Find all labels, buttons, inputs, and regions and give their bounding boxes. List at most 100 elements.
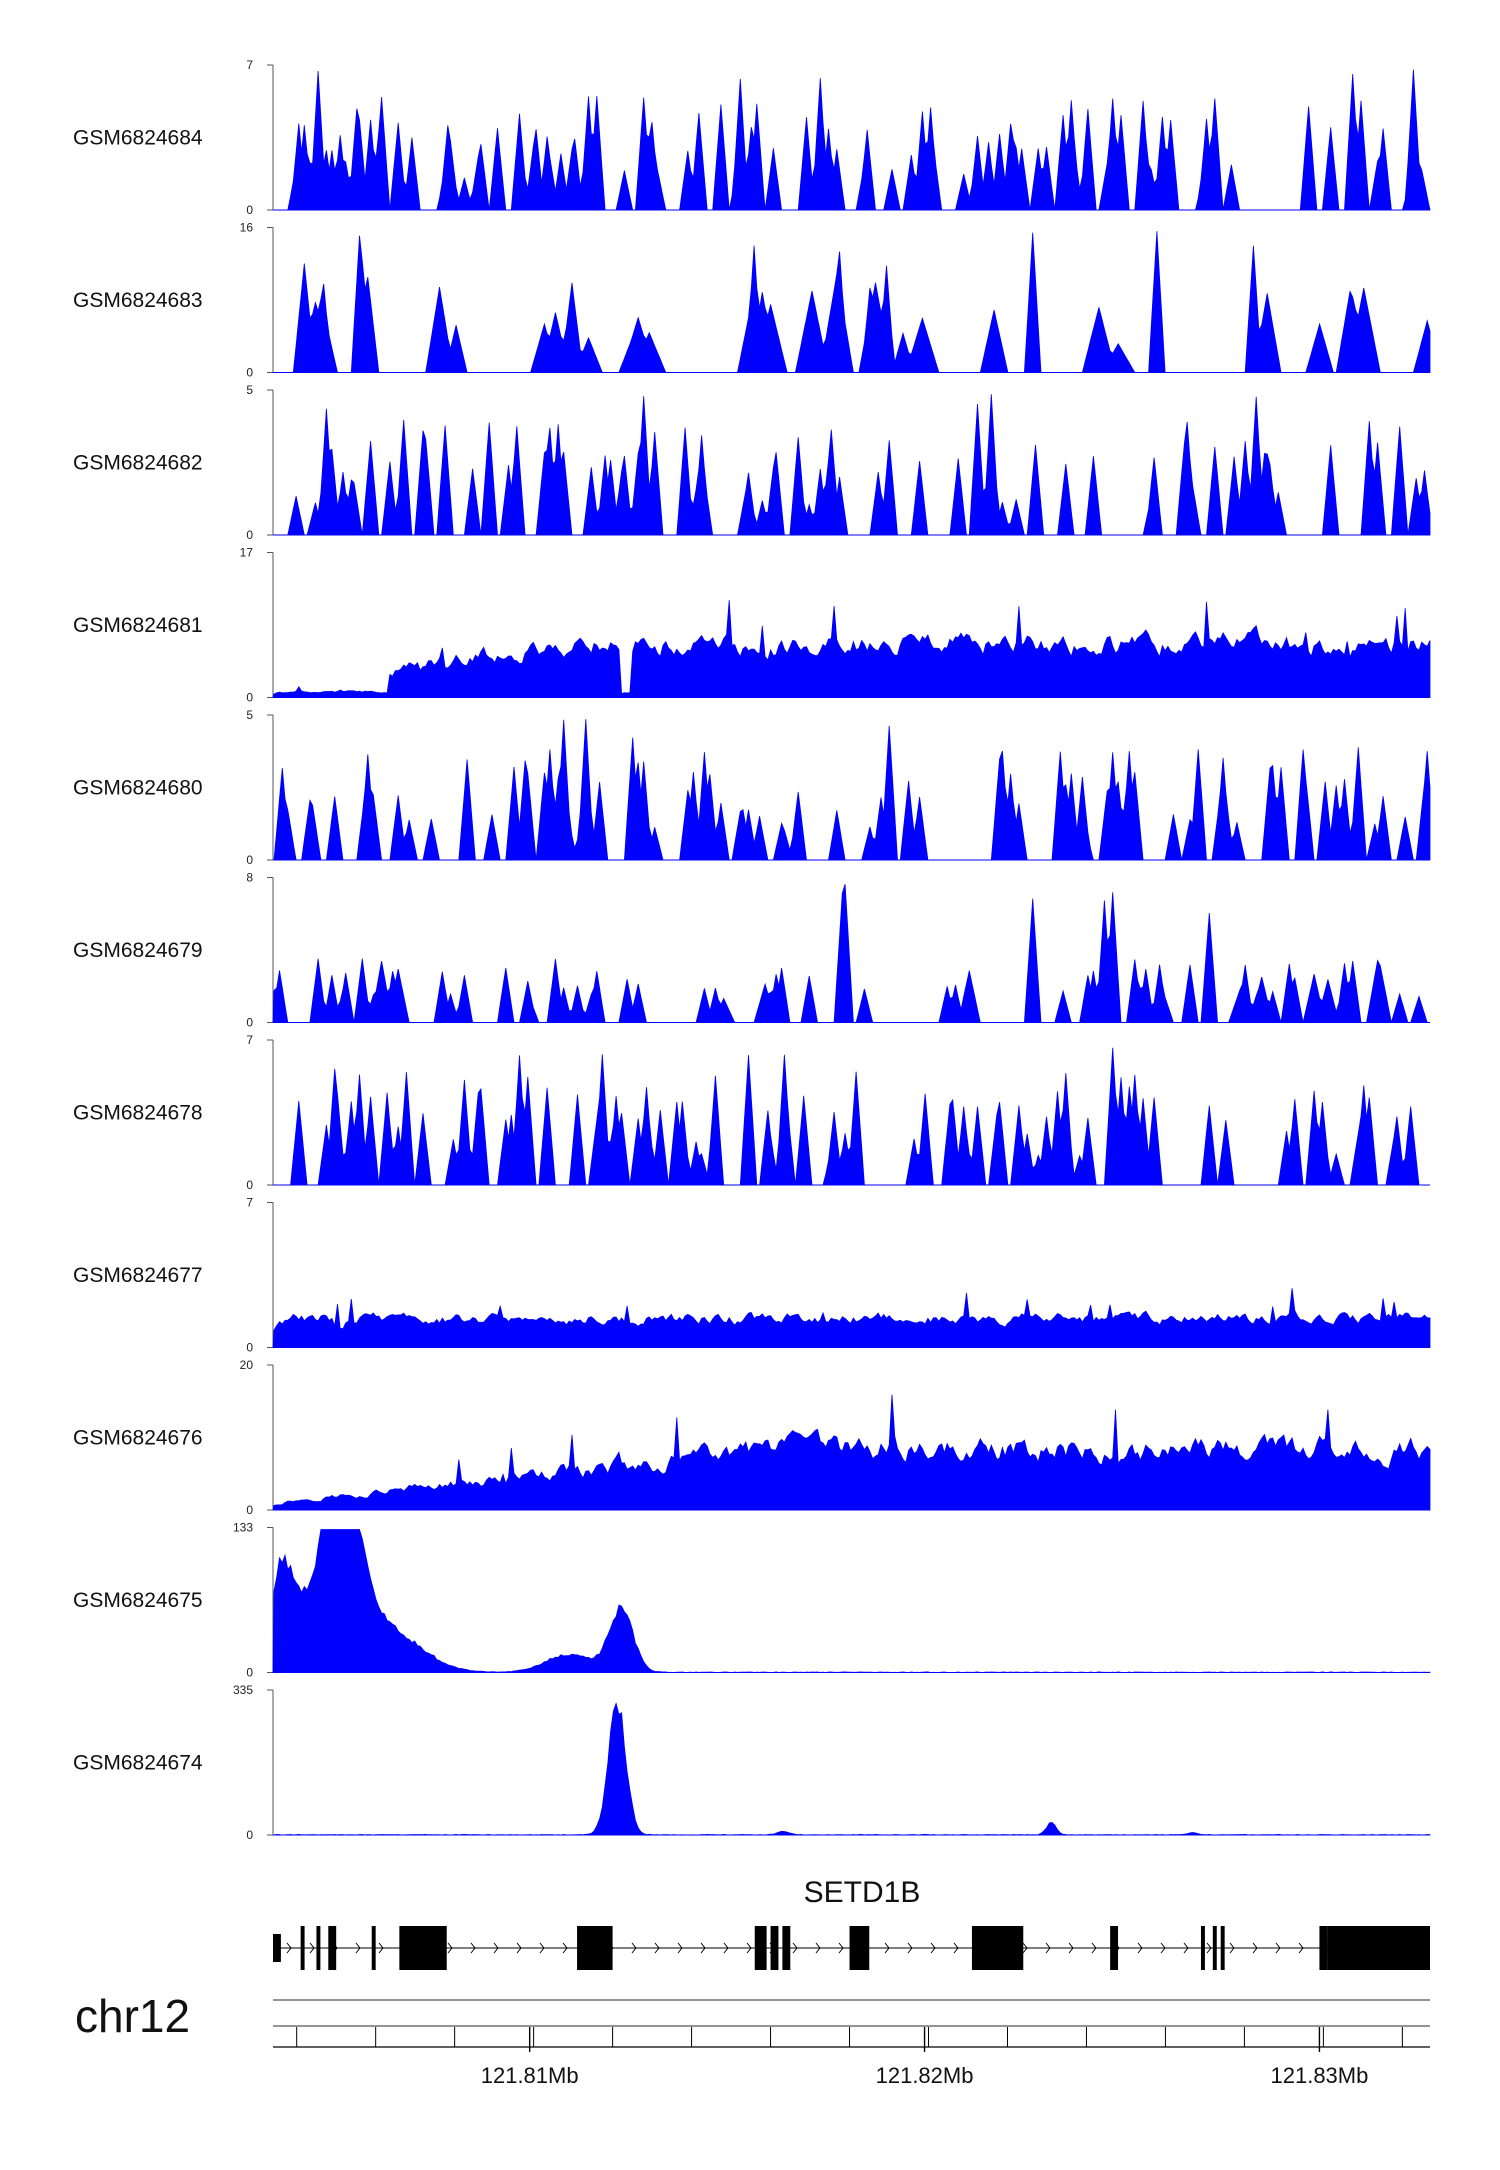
track-GSM6824684: GSM6824684 7 0 [73,58,1431,217]
strand-arrow [1160,1942,1166,1954]
strand-arrow [1183,1942,1189,1954]
signal-tracks: GSM682468470GSM6824683160GSM682468250GSM… [73,58,1431,1842]
strand-arrow [930,1942,936,1954]
y-axis-min-label: 0 [246,1828,253,1842]
x-axis-tick-label: 121.83Mb [1271,2063,1369,2088]
y-axis-min-label: 0 [246,1178,253,1192]
strand-arrow [815,1942,821,1954]
strand-arrow [677,1942,683,1954]
signal-area [273,231,1431,373]
track-GSM6824676: GSM6824676 20 0 [73,1358,1431,1517]
track-label: GSM6824676 [73,1427,203,1450]
track-label: GSM6824680 [73,777,203,800]
y-axis-max-label: 5 [246,383,253,397]
y-axis-max-label: 17 [240,546,254,560]
strand-arrow [309,1942,315,1954]
strand-arrow [654,1942,660,1954]
x-axis-tick-label: 121.81Mb [481,2063,579,2088]
exon [316,1926,321,1970]
strand-arrow [539,1942,545,1954]
y-axis-min-label: 0 [246,1016,253,1030]
exon [849,1926,870,1970]
x-axis-tick-label: 121.82Mb [876,2063,974,2088]
y-axis-max-label: 5 [246,708,253,722]
exon [399,1926,447,1970]
y-axis-max-label: 7 [246,58,253,72]
exon [770,1926,779,1970]
exon [1220,1926,1225,1970]
track-GSM6824680: GSM6824680 5 0 [73,708,1431,867]
y-axis-max-label: 16 [240,221,254,235]
track-label: GSM6824682 [73,452,203,475]
strand-arrow [700,1942,706,1954]
track-label: GSM6824684 [73,127,203,150]
track-GSM6824674: GSM6824674 335 0 [73,1683,1431,1842]
track-GSM6824681: GSM6824681 17 0 [73,546,1431,705]
track-label: GSM6824675 [73,1589,203,1612]
strand-arrow [884,1942,890,1954]
track-label: GSM6824679 [73,939,203,962]
track-label: GSM6824683 [73,289,203,312]
exon [300,1926,305,1970]
signal-area [273,719,1431,861]
signal-area [272,1529,1431,1673]
y-axis-min-label: 0 [246,1666,253,1680]
exon [328,1926,337,1970]
strand-arrow [516,1942,522,1954]
signal-area [272,1394,1431,1511]
y-axis-min-label: 0 [246,203,253,217]
track-GSM6824682: GSM6824682 5 0 [73,383,1431,542]
exon [971,1926,1024,1970]
strand-arrow [1252,1942,1258,1954]
y-axis-min-label: 0 [246,853,253,867]
signal-area [273,1047,1430,1186]
exon [1319,1926,1328,1970]
exon [1212,1926,1217,1970]
y-axis-min-label: 0 [246,691,253,705]
strand-arrow [1298,1942,1304,1954]
strand-arrow [378,1942,384,1954]
strand-arrow [493,1942,499,1954]
exon [371,1926,376,1970]
strand-arrow [838,1942,844,1954]
strand-arrow [1275,1942,1281,1954]
strand-arrow [746,1942,752,1954]
strand-arrow [1206,1942,1212,1954]
strand-arrow [355,1942,361,1954]
exon [782,1926,791,1970]
y-axis-max-label: 8 [246,871,253,885]
track-GSM6824677: GSM6824677 7 0 [73,1196,1431,1355]
y-axis-max-label: 7 [246,1196,253,1210]
signal-area [273,394,1431,536]
strand-arrow [1045,1942,1051,1954]
strand-arrow [953,1942,959,1954]
signal-area [273,69,1431,211]
strand-arrow [907,1942,913,1954]
chromosome-label: chr12 [75,1990,190,2042]
strand-arrow [792,1942,798,1954]
genomic-coordinate-axis: chr12 121.81Mb 121.82Mb 121.83Mb [75,1990,1430,2088]
strand-arrow [1137,1942,1143,1954]
y-axis-max-label: 335 [233,1683,253,1697]
exon [1110,1926,1119,1970]
track-label: GSM6824674 [73,1752,203,1775]
y-axis-max-label: 7 [246,1033,253,1047]
signal-area [272,884,1430,1023]
exon [273,1934,281,1962]
signal-area [272,1288,1431,1348]
track-GSM6824675: GSM6824675 133 0 [73,1521,1431,1680]
track-GSM6824683: GSM6824683 16 0 [73,221,1431,380]
strand-arrow [470,1942,476,1954]
strand-arrow [286,1942,292,1954]
utr-block [1327,1934,1430,1962]
strand-arrow [1091,1942,1097,1954]
track-label: GSM6824677 [73,1264,203,1287]
track-label: GSM6824681 [73,614,203,637]
strand-arrow [1022,1942,1028,1954]
strand-arrow [562,1942,568,1954]
y-axis-min-label: 0 [246,528,253,542]
y-axis-max-label: 133 [233,1521,253,1535]
signal-area [272,1702,1431,1836]
strand-arrow [631,1942,637,1954]
